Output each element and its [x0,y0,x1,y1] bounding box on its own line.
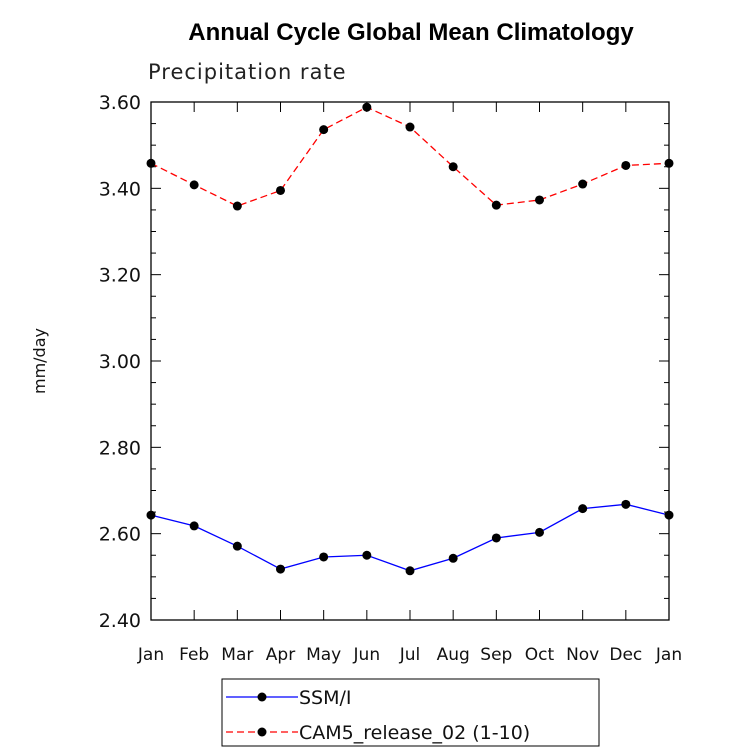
series-0-point [189,521,199,531]
series-layer [146,102,674,576]
legend-box [221,678,600,747]
series-1-point [362,102,372,112]
y-tick-label: 3.60 [99,92,141,114]
series-1-point [232,201,242,211]
x-tick-label: Nov [566,645,599,665]
x-tick-label: Jul [399,645,421,665]
series-0-point [664,510,674,520]
y-tick-label: 3.00 [99,351,141,373]
y-tick-label: 3.20 [99,265,141,287]
series-0-point [535,527,544,537]
chart-subtitle: Precipitation rate [148,60,347,84]
series-line-1 [150,106,670,207]
x-tick-label: May [306,645,341,665]
x-tick-label: Apr [266,645,295,665]
y-tick-labels: 2.40 2.60 2.80 3.00 3.20 3.40 3.60 [99,92,141,632]
x-tick-label: Oct [525,645,555,665]
series-0-point [578,504,588,514]
series-0-point [362,550,372,560]
series-0-point [491,533,501,543]
series-1-point [535,195,544,205]
series-0-point [232,541,242,551]
legend-label-0: SSM/I [299,687,352,709]
series-0-point [448,553,458,563]
x-tick-label: Dec [609,645,642,665]
series-1-point [491,200,501,210]
series-0-point [405,566,415,576]
series-1-point [405,122,415,132]
series-0-point [621,499,631,509]
y-tick-label: 2.60 [99,524,141,546]
x-tick-label: Aug [437,645,470,665]
y-tick-label: 2.40 [99,610,141,632]
legend-marker-0 [257,692,267,702]
x-tick-label: Jun [353,645,381,665]
y-axis-label: mm/day [30,328,49,394]
series-line-0 [150,503,670,572]
series-1-point [319,125,329,135]
legend-marker-1 [257,727,267,737]
legend-label-1: CAM5_release_02 (1-10) [299,722,530,744]
x-tick-label: Jan [655,645,682,665]
series-1-point [146,158,156,168]
plot-frame [150,101,670,621]
x-tick-label: Jan [137,645,164,665]
series-1-point [448,162,458,172]
series-0-point [146,510,156,520]
x-tick-label: Feb [179,645,209,665]
x-tick-labels: Jan Feb Mar Apr May Jun Jul Aug Sep Oct Nov Dec Jan [137,645,682,665]
y-tick-label: 2.80 [99,437,141,459]
x-tick-label: Mar [221,645,253,665]
series-1-point [578,179,588,189]
series-1-point [189,180,199,190]
series-0-point [319,552,329,562]
series-1-point [664,158,674,168]
legend: SSM/I CAM5_release_02 (1-10) [221,678,600,747]
series-1-point [621,160,631,170]
x-tick-label: Sep [480,645,512,665]
series-1-point [276,185,285,195]
chart-title: Annual Cycle Global Mean Climatology [188,19,634,46]
y-tick-label: 3.40 [99,178,141,200]
series-0-point [276,564,285,574]
